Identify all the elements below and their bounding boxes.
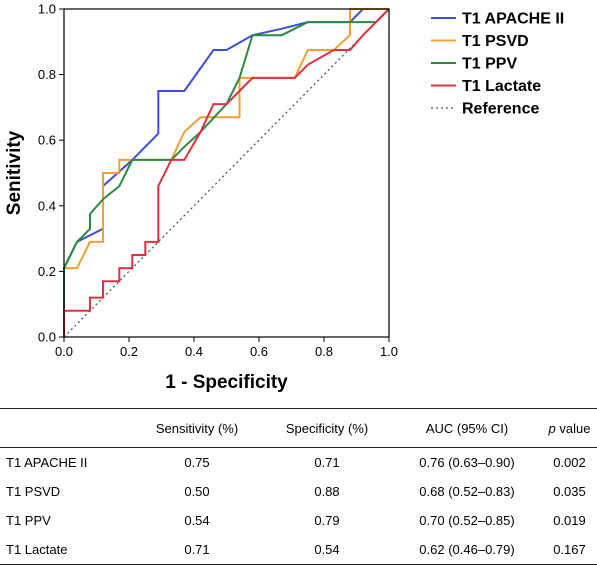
cell-p-value: 0.019 xyxy=(553,513,586,528)
y-tick-label: 0.6 xyxy=(38,133,56,148)
series-line-t1-lactate xyxy=(63,8,390,337)
y-tick-label: 0.2 xyxy=(38,264,56,279)
results-table-container: Sensitivity (%) Specificity (%) AUC (95%… xyxy=(0,408,597,565)
cell-auc: 0.68 (0.52–0.83) xyxy=(419,484,515,499)
row-label: T1 Lactate xyxy=(6,542,68,557)
header-specificity: Specificity (%) xyxy=(285,420,369,436)
header-p-italic: p xyxy=(548,420,556,436)
header-blank xyxy=(0,409,132,448)
series-line-t1-ppv xyxy=(63,8,390,337)
x-tick-label: 1.0 xyxy=(380,344,398,359)
y-tick-label: 1.0 xyxy=(38,2,56,17)
cell-sensitivity: 0.50 xyxy=(184,484,210,499)
legend-label-reference: Reference xyxy=(462,101,539,118)
cell-sensitivity: 0.75 xyxy=(184,455,210,470)
cell-auc: 0.76 (0.63–0.90) xyxy=(419,455,515,470)
x-tick-label: 0.8 xyxy=(315,344,333,359)
y-tick-label: 0.4 xyxy=(38,198,56,213)
table-row: T1 Lactate 0.71 0.54 0.62 (0.46–0.79) 0.… xyxy=(0,535,597,565)
legend: T1 APACHE II T1 PSVD T1 PPV T1 Lactate Refer… xyxy=(431,11,564,118)
x-tick-label: 0.4 xyxy=(185,344,203,359)
legend-label-t1-lactate: T1 Lactate xyxy=(462,78,541,95)
table-row: T1 PSVD 0.50 0.88 0.68 (0.52–0.83) 0.035 xyxy=(0,477,597,506)
x-tick-label: 0.6 xyxy=(250,344,268,359)
y-axis-title: Senitivity xyxy=(4,130,25,215)
table-header-row: Sensitivity (%) Specificity (%) AUC (95%… xyxy=(0,408,597,448)
cell-specificity: 0.54 xyxy=(314,542,340,557)
header-sensitivity: Sensitivity (%) xyxy=(155,420,239,436)
plot-frame xyxy=(63,8,390,338)
y-tick-label: 0.0 xyxy=(38,330,56,345)
header-auc: AUC (95% CI) xyxy=(425,420,509,436)
header-p-suffix: value xyxy=(555,420,591,436)
row-label: T1 PPV xyxy=(6,513,51,528)
x-axis-title: 1 - Specificity xyxy=(165,372,288,393)
cell-specificity: 0.79 xyxy=(314,513,340,528)
row-label: T1 APACHE II xyxy=(6,455,88,470)
row-label: T1 PSVD xyxy=(6,484,61,499)
series-line-reference xyxy=(63,8,390,338)
table-row: T1 APACHE II 0.75 0.71 0.76 (0.63–0.90) … xyxy=(0,448,597,478)
cell-specificity: 0.88 xyxy=(314,484,340,499)
legend-label-t1-psvd: T1 PSVD xyxy=(462,33,529,50)
results-table: Sensitivity (%) Specificity (%) AUC (95%… xyxy=(0,408,597,565)
x-tick-label: 0.2 xyxy=(120,344,138,359)
cell-sensitivity: 0.71 xyxy=(184,542,210,557)
header-p-value: p value xyxy=(542,409,597,448)
legend-label-t1-apache-ii: T1 APACHE II xyxy=(462,11,564,28)
cell-p-value: 0.035 xyxy=(553,484,586,499)
cell-auc: 0.70 (0.52–0.85) xyxy=(419,513,515,528)
plot-area: 0.0 0.2 0.4 0.6 0.8 1.0 0.0 0.2 0.4 0.6 0.8 1.0 1 - … xyxy=(4,2,398,394)
table-row: T1 PPV 0.54 0.79 0.70 (0.52–0.85) 0.019 xyxy=(0,506,597,535)
y-tick-label: 0.8 xyxy=(38,67,56,82)
x-tick-label: 0.0 xyxy=(55,344,73,359)
legend-label-t1-ppv: T1 PPV xyxy=(462,56,517,73)
cell-p-value: 0.002 xyxy=(553,455,586,470)
cell-auc: 0.62 (0.46–0.79) xyxy=(419,542,515,557)
cell-sensitivity: 0.54 xyxy=(184,513,210,528)
roc-chart: 0.0 0.2 0.4 0.6 0.8 1.0 0.0 0.2 0.4 0.6 0.8 1.0 1 - … xyxy=(4,2,564,394)
cell-specificity: 0.71 xyxy=(314,455,340,470)
cell-p-value: 0.167 xyxy=(553,542,586,557)
